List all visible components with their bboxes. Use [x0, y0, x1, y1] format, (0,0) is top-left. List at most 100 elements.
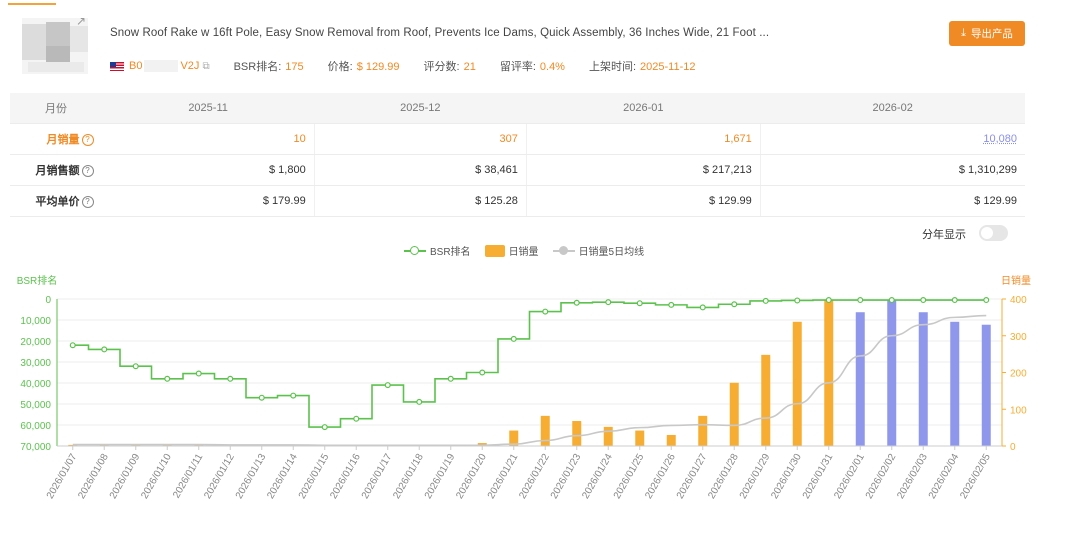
bsr-point — [416, 398, 423, 405]
x-axis-tick: 2026/01/23 — [549, 452, 584, 501]
sales-bsr-chart[interactable]: 0 10,000 20,000 30,000 40,000 50,000 60,000 70,… — [0, 270, 1080, 533]
bsr-stat: BSR排名: 175 — [233, 61, 304, 73]
legend-item-bsr[interactable]: BSR排名 — [404, 243, 471, 258]
legend-item-daily-sales[interactable]: 日销量 — [484, 243, 539, 258]
x-axis-tick: 2026/02/04 — [927, 452, 962, 501]
x-axis-tick: 2026/01/14 — [265, 452, 300, 501]
right-axis-tick: 400 — [1010, 295, 1027, 306]
x-axis-tick: 2026/01/30 — [769, 452, 804, 501]
bsr-point — [888, 297, 895, 304]
x-axis-tick: 2026/01/24 — [580, 452, 615, 501]
legend-line-icon — [404, 245, 426, 255]
us-flag-icon — [110, 61, 124, 71]
right-axis-tick: 100 — [1010, 405, 1027, 416]
table-cell: $ 38,461 — [313, 154, 527, 186]
external-link-icon[interactable]: ⧉ — [202, 60, 210, 72]
legend-line-icon — [552, 245, 575, 255]
product-title[interactable]: Snow Roof Rake w 16ft Pole, Easy Snow Re… — [110, 27, 770, 39]
x-axis-tick: 2026/02/01 — [832, 452, 867, 501]
table-cell: 10 — [101, 123, 315, 155]
table-row: 平均单价? $ 179.99 $ 125.28 $ 129.99 $ 129.9… — [10, 185, 1025, 217]
bsr-point — [227, 375, 234, 382]
left-axis-tick: 0 — [45, 295, 51, 306]
product-meta: B0 V2J ⧉ BSR排名: 175 价格: $ 129.99 评分数: 21 留评率… — [110, 58, 695, 74]
x-axis-tick: 2026/01/17 — [360, 452, 395, 501]
x-axis-tick: 2026/02/02 — [864, 452, 899, 501]
help-icon[interactable]: ? — [81, 134, 94, 146]
x-axis-tick: 2026/01/12 — [202, 452, 237, 501]
right-axis-tick: 0 — [1010, 442, 1016, 453]
month-col: 2025-11 — [102, 93, 315, 124]
sales-bar — [194, 444, 204, 446]
sales-bar — [635, 430, 645, 446]
bsr-point — [132, 363, 139, 370]
table-cell-link[interactable]: 10,080 — [759, 123, 1025, 155]
legend-item-5day-avg[interactable]: 日销量5日均线 — [552, 243, 644, 258]
table-cell: $ 125.28 — [313, 185, 527, 217]
table-cell: $ 217,213 — [525, 154, 761, 186]
bsr-step-line — [72, 299, 987, 428]
bsr-point — [762, 297, 769, 304]
right-axis-tick: 200 — [1010, 369, 1027, 380]
asin-link[interactable]: B0 V2J — [129, 59, 200, 73]
sales-bar — [509, 430, 519, 446]
reviews-stat: 评分数: 21 — [423, 61, 476, 73]
sales-bar — [540, 415, 550, 446]
x-axis-tick: 2026/01/10 — [139, 452, 174, 501]
export-product-button[interactable]: ⤓ 导出产品 — [949, 21, 1025, 46]
x-axis-tick: 2026/01/29 — [738, 452, 773, 501]
bsr-point — [731, 301, 738, 308]
help-icon[interactable]: ? — [81, 196, 94, 208]
table-header-row: 月份 2025-11 2025-12 2026-01 2026-02 — [10, 93, 1025, 124]
bsr-point — [69, 342, 76, 349]
x-axis-tick: 2026/01/18 — [391, 452, 426, 501]
x-axis-tick: 2026/01/08 — [76, 452, 111, 501]
left-axis-label: BSR排名 — [17, 274, 58, 287]
active-tab-indicator — [8, 3, 56, 5]
x-axis-tick: 2026/01/16 — [328, 452, 363, 501]
right-axis-tick: 300 — [1010, 332, 1027, 343]
year-toggle-label: 分年显示 — [922, 229, 966, 241]
table-cell: $ 1,310,299 — [759, 154, 1025, 186]
bsr-point — [699, 304, 706, 311]
bsr-point — [668, 301, 675, 308]
left-axis-tick: 60,000 — [20, 421, 51, 432]
sales-bar — [698, 415, 708, 446]
asin-redacted — [144, 60, 179, 73]
table-cell: 307 — [313, 123, 527, 155]
bsr-point — [164, 375, 171, 382]
year-toggle-switch[interactable] — [979, 225, 1008, 241]
sales-bar — [761, 354, 771, 446]
x-axis-tick: 2026/01/28 — [706, 452, 741, 501]
bsr-point — [825, 297, 832, 304]
bsr-point — [353, 415, 360, 422]
x-axis-tick: 2026/01/20 — [454, 452, 489, 501]
x-axis-tick: 2026/01/27 — [675, 452, 710, 501]
listed-date-stat: 上架时间: 2025-11-12 — [588, 61, 696, 73]
x-axis-tick: 2026/01/13 — [234, 452, 269, 501]
table-cell: $ 179.99 — [101, 185, 315, 217]
bsr-point — [510, 335, 517, 342]
x-axis-tick: 2026/01/22 — [517, 452, 552, 501]
sales-bar — [68, 444, 78, 446]
month-col: 2026-02 — [760, 93, 1025, 124]
bsr-point — [479, 369, 486, 376]
month-header: 月份 — [10, 93, 102, 124]
sales-bar — [572, 421, 582, 446]
bsr-point — [636, 300, 643, 307]
product-image[interactable] — [22, 18, 88, 74]
table-row: 月销量? 10 307 1,671 10,080 — [10, 123, 1025, 155]
corner-arrow-icon[interactable]: ↗ — [76, 14, 87, 28]
help-icon[interactable]: ? — [81, 165, 94, 177]
left-axis-tick: 40,000 — [20, 379, 51, 390]
sales-bar — [666, 434, 676, 446]
month-col: 2025-12 — [314, 93, 527, 124]
left-axis-tick: 70,000 — [20, 442, 51, 453]
left-axis-tick: 20,000 — [20, 337, 51, 348]
bsr-point — [290, 392, 297, 399]
sales-bar — [99, 444, 109, 446]
x-axis-tick: 2026/01/09 — [108, 452, 143, 501]
table-cell: 1,671 — [525, 123, 761, 155]
table-row: 月销售额? $ 1,800 $ 38,461 $ 217,213 $ 1,310… — [10, 154, 1025, 186]
sales-bar — [918, 312, 928, 446]
